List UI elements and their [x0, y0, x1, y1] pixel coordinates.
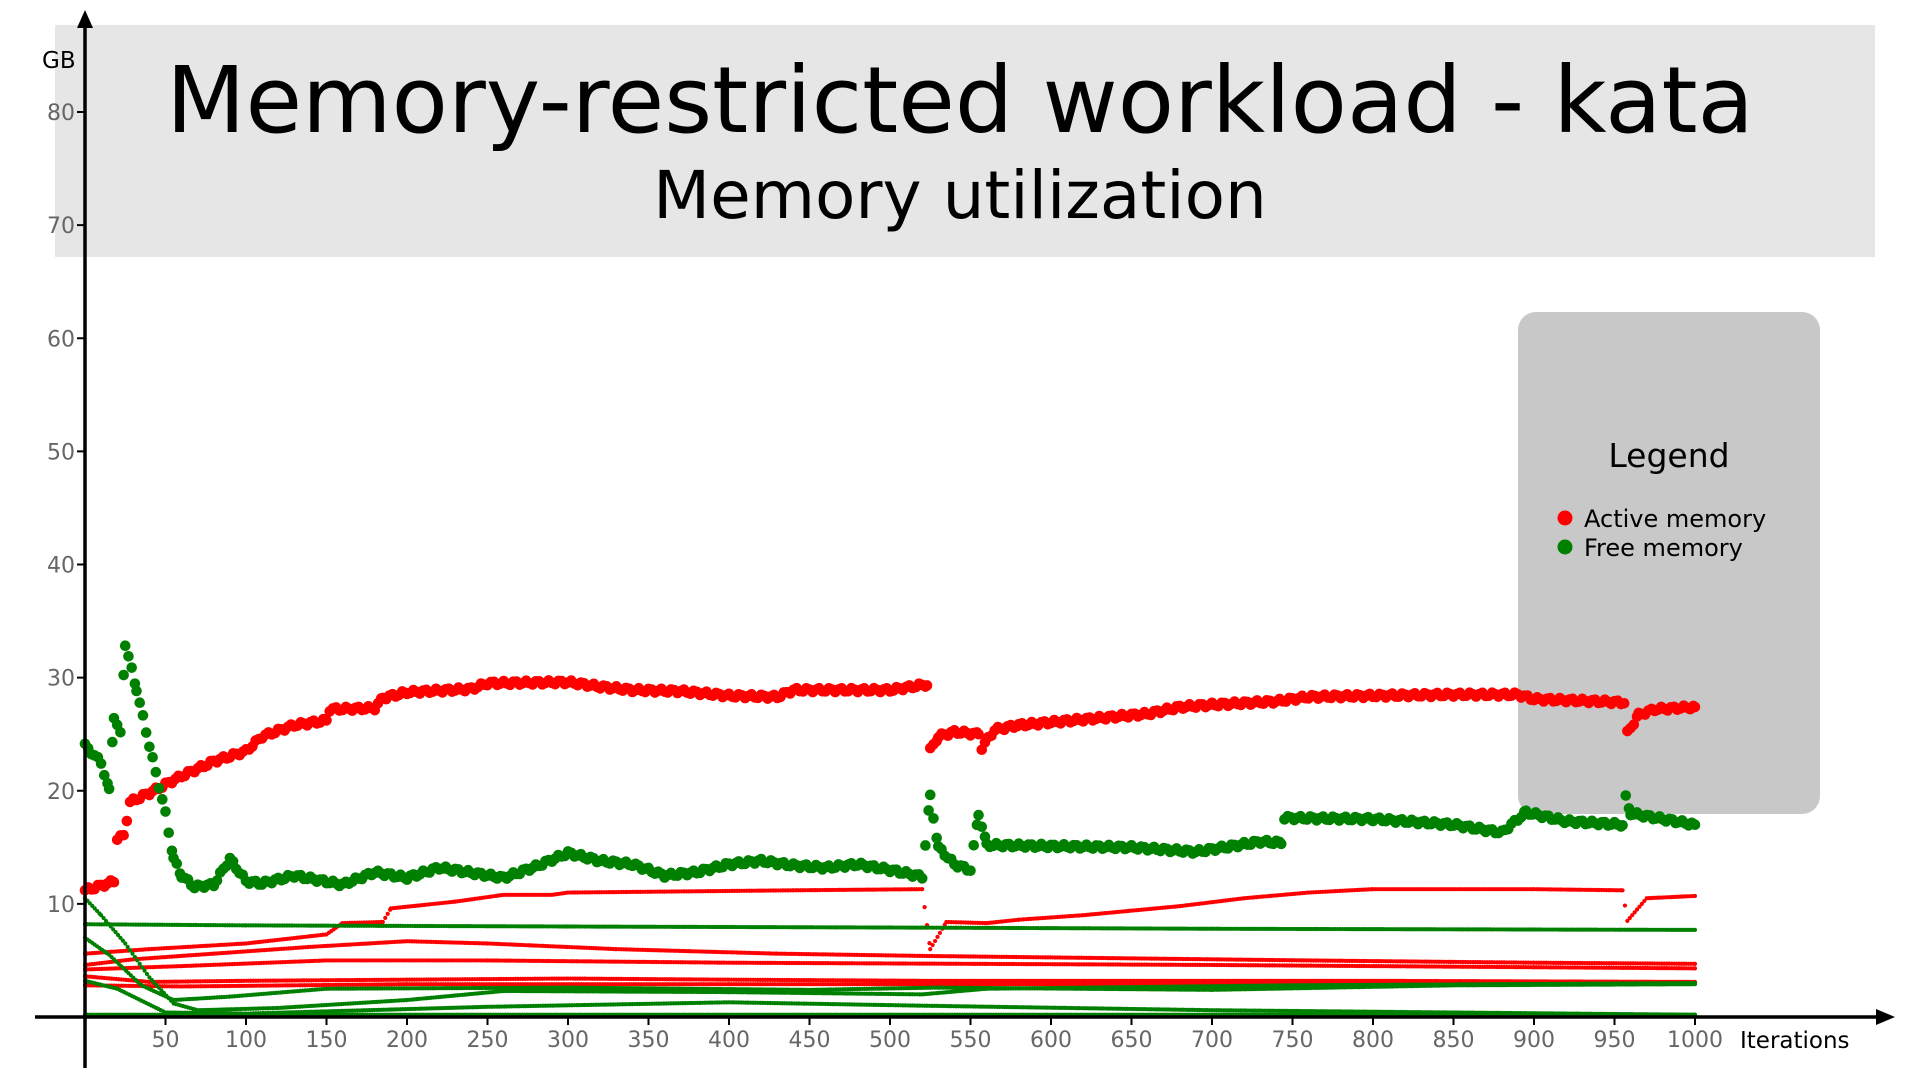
x-tick-label: 550 — [950, 1028, 992, 1053]
x-tick-label: 250 — [467, 1028, 509, 1053]
x-tick-label: 300 — [547, 1028, 589, 1053]
chart-title: Memory-restricted workload - kata — [166, 47, 1754, 154]
x-tick-label: 900 — [1513, 1028, 1555, 1053]
x-tick-label: 150 — [306, 1028, 348, 1053]
data-point — [135, 958, 140, 963]
data-point — [930, 942, 935, 948]
free-memory-series — [82, 922, 1698, 932]
active-memory-series — [82, 887, 1698, 956]
data-point — [140, 965, 145, 970]
x-tick-label: 350 — [628, 1028, 670, 1053]
data-point — [1639, 901, 1644, 906]
data-point — [1632, 910, 1637, 915]
data-point — [127, 948, 133, 953]
data-point — [1627, 915, 1632, 921]
data-point — [1642, 898, 1647, 904]
data-point — [123, 941, 128, 946]
x-tick-label: 600 — [1030, 1028, 1072, 1053]
data-point — [937, 930, 943, 935]
y-tick-label: 70 — [47, 214, 75, 239]
x-tick-label: 500 — [869, 1028, 911, 1053]
data-point — [383, 915, 388, 921]
data-point — [1625, 918, 1630, 923]
data-point — [932, 938, 938, 944]
data-point — [1634, 907, 1640, 912]
data-point — [927, 941, 932, 946]
y-tick-label: 30 — [47, 667, 75, 692]
data-point — [1692, 966, 1698, 971]
data-point — [1622, 903, 1628, 908]
y-tick-label: 10 — [47, 893, 75, 918]
y-tick-label: 50 — [47, 440, 75, 465]
chart-subtitle: Memory utilization — [653, 157, 1267, 234]
y-tick-label: 80 — [47, 101, 75, 126]
data-point — [920, 887, 925, 892]
title-band — [55, 25, 1875, 257]
x-tick-label: 650 — [1111, 1028, 1153, 1053]
data-point — [380, 919, 385, 925]
data-point — [132, 954, 138, 960]
y-tick-label: 20 — [47, 780, 75, 805]
data-point — [928, 947, 933, 952]
data-point — [1692, 961, 1698, 966]
y-axis-ticks: 10 20 30 40 50 60 70 80 — [47, 101, 85, 918]
x-tick-label: 450 — [789, 1028, 831, 1053]
x-axis-ticks: 50 100 150 200 250 300 350 400 450 500 550 600 650 70… — [152, 1017, 1723, 1053]
data-point — [1620, 888, 1625, 893]
x-tick-label: 400 — [708, 1028, 750, 1053]
x-tick-label: 200 — [386, 1028, 428, 1053]
data-point — [137, 961, 142, 966]
series-layer — [79, 640, 1701, 1017]
data-point — [1637, 904, 1642, 909]
legend-box — [1518, 312, 1820, 814]
x-tick-label: 50 — [152, 1028, 180, 1053]
x-tick-label: 750 — [1272, 1028, 1314, 1053]
x-tick-label: 100 — [225, 1028, 267, 1053]
data-point — [125, 944, 130, 949]
data-point — [935, 934, 940, 940]
x-tick-label: 800 — [1352, 1028, 1394, 1053]
y-tick-label: 40 — [47, 554, 75, 579]
x-tick-label: 850 — [1433, 1028, 1475, 1053]
data-point — [130, 951, 135, 956]
data-point — [922, 905, 927, 910]
data-point — [385, 911, 390, 916]
data-point — [142, 968, 147, 973]
data-point — [1630, 913, 1635, 918]
data-point — [1692, 927, 1698, 932]
x-tick-label: 1000 — [1667, 1028, 1723, 1053]
data-point — [1692, 893, 1698, 899]
data-point — [144, 971, 150, 977]
x-tick-label: 700 — [1191, 1028, 1233, 1053]
y-tick-label: 60 — [47, 327, 75, 352]
x-tick-label: 950 — [1594, 1028, 1636, 1053]
